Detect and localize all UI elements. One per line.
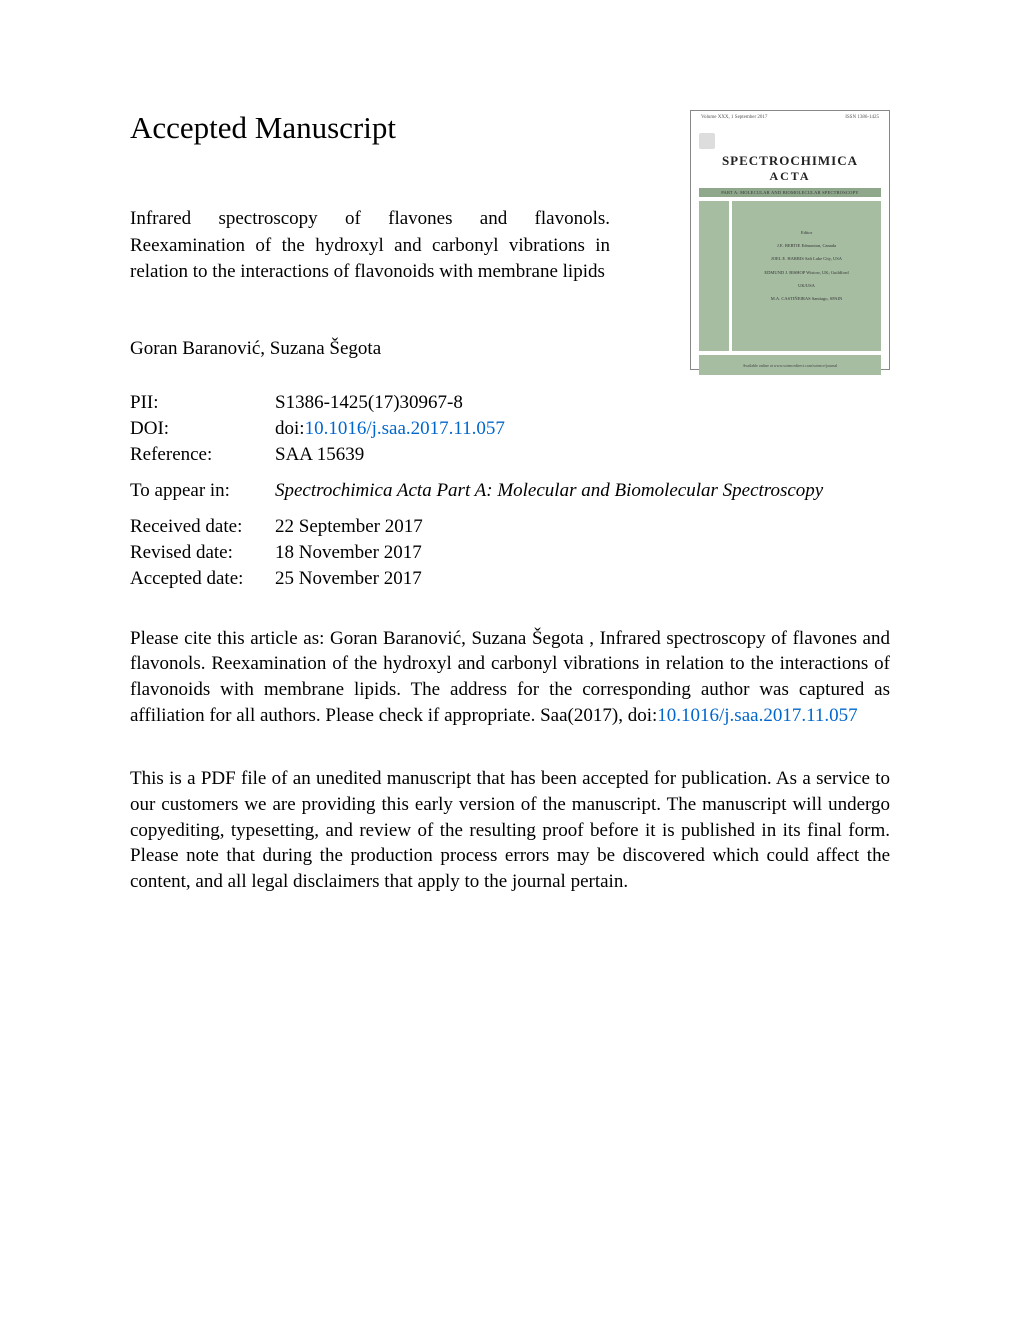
revised-label: Revised date: bbox=[130, 540, 275, 566]
doi-label: DOI: bbox=[130, 416, 275, 442]
disclaimer-paragraph: This is a PDF file of an unedited manusc… bbox=[130, 766, 890, 894]
table-row: DOI: doi:10.1016/j.saa.2017.11.057 bbox=[130, 416, 823, 442]
cover-journal-title-1: SPECTROCHIMICA bbox=[691, 151, 889, 169]
pii-label: PII: bbox=[130, 390, 275, 416]
journal-name: Spectrochimica Acta Part A: Molecular an… bbox=[275, 468, 823, 504]
reference-label: Reference: bbox=[130, 442, 275, 468]
article-title: Infrared spectroscopy of flavones and fl… bbox=[130, 206, 610, 286]
metadata-table: PII: S1386-1425(17)30967-8 DOI: doi:10.1… bbox=[130, 390, 823, 592]
cover-journal-title-2: ACTA bbox=[691, 169, 889, 188]
received-label: Received date: bbox=[130, 504, 275, 540]
table-row: Accepted date: 25 November 2017 bbox=[130, 566, 823, 592]
cover-editors-column: Editor J.E. BERTIE Edmonton, Canada JOEL… bbox=[732, 201, 881, 351]
table-row: Received date: 22 September 2017 bbox=[130, 504, 823, 540]
accepted-label: Accepted date: bbox=[130, 566, 275, 592]
table-row: Reference: SAA 15639 bbox=[130, 442, 823, 468]
to-appear-label: To appear in: bbox=[130, 468, 275, 504]
doi-prefix: doi: bbox=[275, 418, 305, 439]
cover-issn: ISSN 1386-1425 bbox=[845, 115, 879, 129]
citation-paragraph: Please cite this article as: Goran Baran… bbox=[130, 626, 890, 729]
doi-value: doi:10.1016/j.saa.2017.11.057 bbox=[275, 416, 823, 442]
cover-editor-5: M.A. CASTIÑEIRAS Santiago, SPAIN bbox=[740, 295, 873, 302]
cover-editor-1: J.E. BERTIE Edmonton, Canada bbox=[740, 242, 873, 249]
accepted-value: 25 November 2017 bbox=[275, 566, 823, 592]
cover-volume: Volume XXX, 1 September 2017 bbox=[701, 115, 767, 129]
doi-link[interactable]: 10.1016/j.saa.2017.11.057 bbox=[305, 418, 505, 439]
reference-value: SAA 15639 bbox=[275, 442, 823, 468]
cover-editor-2: JOEL E. HARRIS Salt Lake City, USA bbox=[740, 255, 873, 262]
cover-logo-row bbox=[691, 129, 889, 151]
elsevier-logo-icon bbox=[699, 133, 715, 149]
revised-value: 18 November 2017 bbox=[275, 540, 823, 566]
cover-part-bar: PART A: MOLECULAR AND BIOMOLECULAR SPECT… bbox=[699, 188, 881, 197]
cover-bottom-line: Available online at www.sciencedirect.co… bbox=[699, 355, 881, 375]
table-row: PII: S1386-1425(17)30967-8 bbox=[130, 390, 823, 416]
received-value: 22 September 2017 bbox=[275, 504, 823, 540]
table-row: Revised date: 18 November 2017 bbox=[130, 540, 823, 566]
cover-editor-3: EDMUND J. BISHOP Wistow, UK; Guildford bbox=[740, 269, 873, 276]
cover-editor-4: UK/USA bbox=[740, 282, 873, 289]
cover-left-column bbox=[699, 201, 729, 351]
cover-editor-heading: Editor bbox=[740, 229, 873, 236]
pii-value: S1386-1425(17)30967-8 bbox=[275, 390, 823, 416]
journal-cover-thumbnail: Volume XXX, 1 September 2017 ISSN 1386-1… bbox=[690, 110, 890, 370]
cover-body: Editor J.E. BERTIE Edmonton, Canada JOEL… bbox=[699, 201, 881, 351]
citation-doi-link[interactable]: 10.1016/j.saa.2017.11.057 bbox=[657, 705, 857, 726]
table-row: To appear in: Spectrochimica Acta Part A… bbox=[130, 468, 823, 504]
cover-top-line: Volume XXX, 1 September 2017 ISSN 1386-1… bbox=[691, 111, 889, 129]
